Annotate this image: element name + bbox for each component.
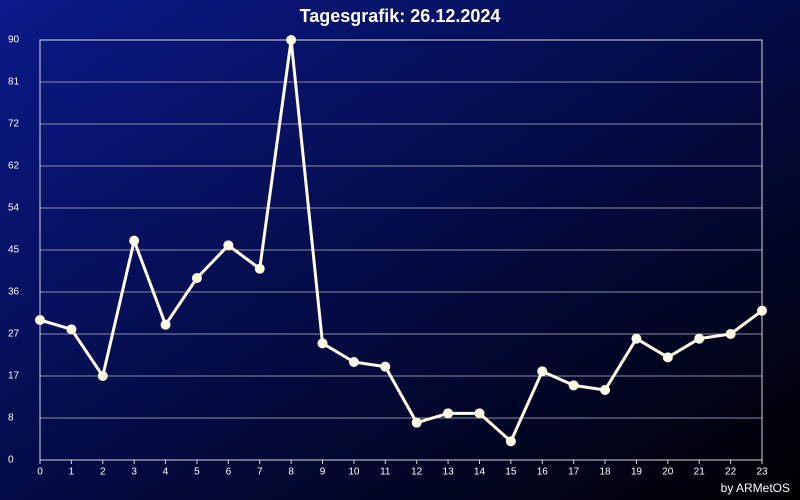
y-tick-label: 8 [8,413,14,424]
point [411,417,422,428]
x-tick-label: 23 [756,467,768,478]
point [537,366,548,377]
y-tick-label: 62 [8,161,20,172]
x-tick-label: 22 [725,467,737,478]
x-tick-label: 21 [694,467,706,478]
y-tick-label: 17 [8,371,20,382]
y-tick-label: 90 [8,35,20,46]
point [129,235,140,246]
point [191,273,202,283]
x-tick-label: 10 [348,467,360,478]
point [474,408,485,419]
x-tick-label: 6 [226,467,232,478]
point [97,371,108,381]
x-tick-label: 20 [662,467,674,478]
point [757,305,767,316]
point [725,329,736,339]
point [631,333,642,344]
point [443,408,454,419]
y-tick-label: 36 [8,287,20,298]
x-tick-label: 3 [131,467,137,478]
point [223,240,234,251]
point [568,380,579,391]
credit: by ARMetOS [721,481,790,495]
plot-border [39,39,763,461]
x-tick-label: 11 [380,467,391,478]
x-tick-label: 0 [37,467,43,478]
point [66,324,77,335]
x-tick-label: 4 [163,467,169,478]
point [600,385,611,395]
x-tick-label: 2 [100,467,106,478]
x-tick-label: 8 [288,467,294,478]
point [694,333,705,344]
point [348,357,359,367]
point [380,361,391,372]
chart-title: Tagesgrafik: 26.12.2024 [300,6,501,26]
y-tick-label: 0 [8,455,14,466]
x-tick-label: 13 [443,467,455,478]
point [662,352,673,363]
x-tick-label: 9 [320,467,326,478]
x-tick-label: 1 [69,467,75,478]
point [160,319,171,330]
x-tick-label: 19 [631,467,643,478]
point [505,436,516,447]
point [317,338,328,349]
y-tick-label: 72 [8,119,20,130]
y-tick-label: 81 [8,77,20,88]
series-line [39,38,763,443]
y-tick-label: 45 [8,245,20,256]
x-tick-label: 14 [474,467,486,478]
x-tick-label: 15 [505,467,517,478]
x-tick-label: 16 [537,467,549,478]
y-tick-label: 27 [8,329,20,340]
x-tick-label: 12 [411,467,423,478]
point [35,315,45,325]
x-tick-label: 5 [194,467,200,478]
x-tick-label: 7 [257,467,263,478]
y-tick-label: 54 [8,203,20,214]
x-tick-label: 17 [568,467,580,478]
point [286,35,297,45]
point [254,263,265,274]
x-tick-label: 18 [599,467,611,478]
